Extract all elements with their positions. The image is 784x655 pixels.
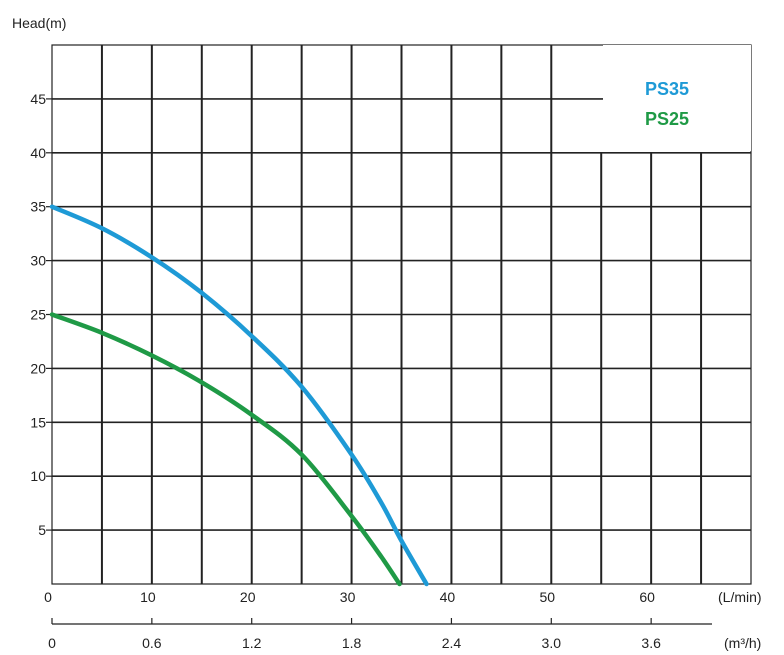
x-tick-label: 10 xyxy=(140,589,156,605)
x2-tick-label: 0.6 xyxy=(142,635,162,651)
y-tick-label: 5 xyxy=(38,522,46,538)
curves xyxy=(49,204,429,587)
x2-tick-label: 0 xyxy=(48,635,56,651)
y-tick-label: 30 xyxy=(30,253,46,269)
y-tick-label: 10 xyxy=(30,468,46,484)
x2-axis-unit: (m³/h) xyxy=(724,635,761,651)
legend-background xyxy=(603,45,751,151)
x-tick-label: 40 xyxy=(440,589,456,605)
legend: PS35 PS25 xyxy=(603,45,751,151)
y-tick-labels: 5 10 15 20 25 30 35 40 45 xyxy=(30,91,46,538)
series-ps25-line xyxy=(49,312,402,587)
x-tick-label: 20 xyxy=(240,589,256,605)
x2-tick-labels: 0 0.6 1.2 1.8 2.4 3.0 3.6 xyxy=(48,635,661,651)
secondary-x-axis xyxy=(51,618,712,625)
x2-tick-label: 3.0 xyxy=(542,635,562,651)
y-tick-label: 15 xyxy=(30,414,46,430)
legend-ps25: PS25 xyxy=(645,109,689,129)
y-tick-label: 25 xyxy=(30,307,46,323)
y-tick-label: 40 xyxy=(30,145,46,161)
x2-tick-label: 1.8 xyxy=(342,635,362,651)
x2-tick-label: 1.2 xyxy=(242,635,262,651)
y-axis-title: Head(m) xyxy=(12,15,66,31)
grid xyxy=(46,44,752,585)
y-tick-label: 35 xyxy=(30,199,46,215)
y-tick-label: 45 xyxy=(30,91,46,107)
legend-ps35: PS35 xyxy=(645,79,689,99)
y-tick-label: 20 xyxy=(30,360,46,376)
x-tick-labels: 0 10 20 30 40 50 60 xyxy=(44,589,655,605)
x-tick-label: 50 xyxy=(539,589,555,605)
x2-tick-label: 3.6 xyxy=(641,635,661,651)
x-tick-label: 30 xyxy=(340,589,356,605)
x2-tick-label: 2.4 xyxy=(442,635,462,651)
x-tick-label: 0 xyxy=(44,589,52,605)
x-tick-label: 60 xyxy=(639,589,655,605)
series-ps35-line xyxy=(49,204,429,587)
x-axis-unit: (L/min) xyxy=(718,589,762,605)
